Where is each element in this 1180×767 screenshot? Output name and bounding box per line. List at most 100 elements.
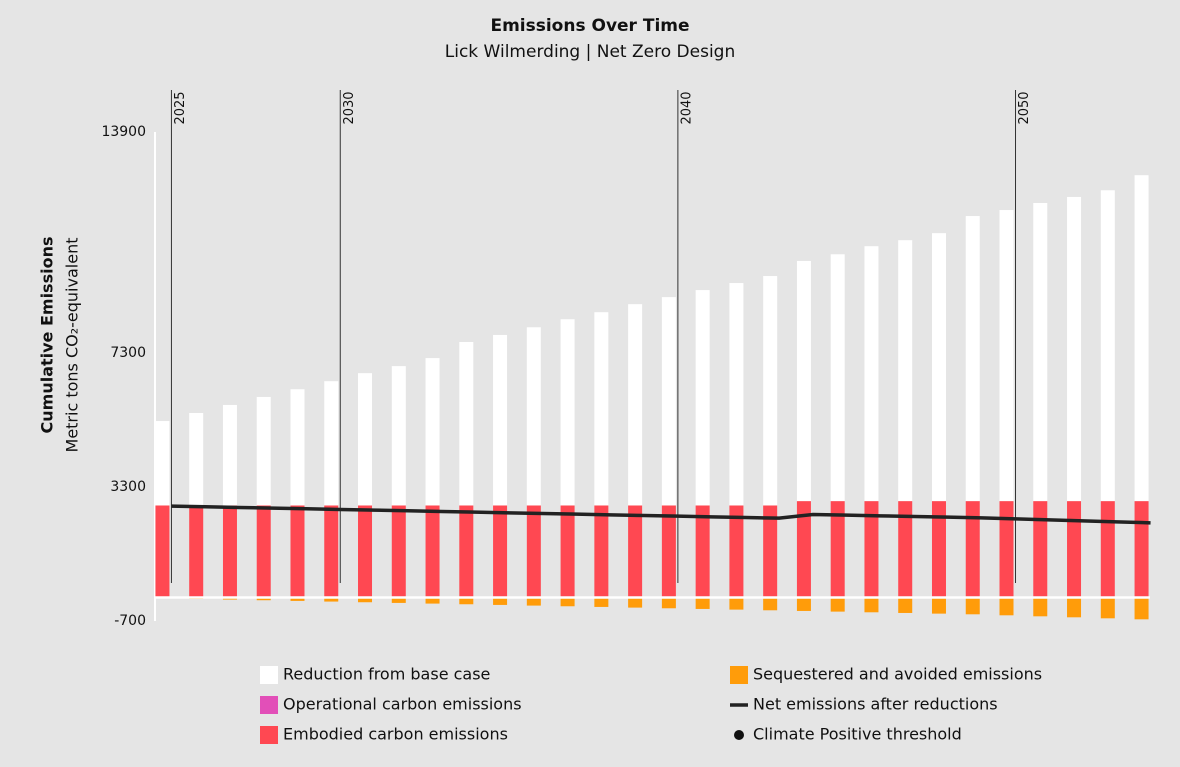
bar-segment bbox=[256, 396, 271, 506]
bar-segment bbox=[628, 597, 643, 608]
bar-segment bbox=[324, 597, 339, 602]
bar-segment bbox=[256, 597, 271, 601]
bar-segment bbox=[1067, 196, 1082, 502]
bar-segment bbox=[1100, 190, 1115, 502]
legend-swatch bbox=[730, 666, 748, 684]
bar-segment bbox=[796, 501, 811, 598]
chart-subtitle: Lick Wilmerding | Net Zero Design bbox=[445, 42, 735, 62]
bar-segment bbox=[796, 260, 811, 502]
bar-segment bbox=[560, 505, 575, 598]
bar-segment bbox=[898, 240, 913, 502]
bar-segment bbox=[999, 501, 1014, 598]
bar-segment bbox=[729, 505, 744, 598]
bar-segment bbox=[560, 597, 575, 607]
bar-segment bbox=[864, 246, 879, 502]
bar-segment bbox=[594, 312, 609, 506]
bar-segment bbox=[324, 381, 339, 506]
bar-segment bbox=[898, 501, 913, 598]
bar-segment bbox=[931, 501, 946, 598]
bar-segment bbox=[526, 505, 541, 598]
bar-segment bbox=[425, 597, 440, 604]
year-marker-label: 2040 bbox=[679, 91, 694, 124]
bar-segment bbox=[864, 501, 879, 598]
legend-label: Net emissions after reductions bbox=[753, 695, 998, 714]
bar-segment bbox=[695, 505, 710, 598]
bar-segment bbox=[459, 597, 474, 605]
bar-segment bbox=[222, 404, 237, 506]
bar-segment bbox=[493, 597, 508, 605]
bar-segment bbox=[594, 597, 609, 607]
bar-segment bbox=[391, 366, 406, 506]
bar-segment bbox=[864, 597, 879, 613]
bar-segment bbox=[999, 597, 1014, 616]
bar-segment bbox=[999, 210, 1014, 502]
bar-segment bbox=[898, 597, 913, 613]
bar-segment bbox=[796, 597, 811, 611]
bar-segment bbox=[391, 505, 406, 598]
bar-segment bbox=[965, 216, 980, 502]
bar-segment bbox=[729, 597, 744, 610]
bar-segment bbox=[830, 254, 845, 502]
legend-label: Operational carbon emissions bbox=[283, 695, 522, 714]
bar-segment bbox=[1067, 501, 1082, 598]
bar-segment bbox=[763, 597, 778, 611]
bar-segment bbox=[222, 505, 237, 598]
year-marker-label: 2050 bbox=[1017, 91, 1032, 124]
bar-segment bbox=[155, 505, 170, 598]
bar-segment bbox=[628, 505, 643, 598]
bar-segment bbox=[1134, 501, 1149, 598]
y-axis-subtitle: Metric tons CO₂-equivalent bbox=[63, 238, 82, 453]
bar-segment bbox=[695, 290, 710, 506]
bar-segment bbox=[459, 342, 474, 506]
legend-swatch bbox=[260, 726, 278, 744]
legend-swatch bbox=[734, 730, 744, 740]
bar-segment bbox=[763, 276, 778, 506]
bar-segment bbox=[1033, 203, 1048, 502]
bar-segment bbox=[628, 304, 643, 506]
net-line bbox=[171, 504, 1151, 525]
legend-label: Sequestered and avoided emissions bbox=[753, 665, 1042, 684]
bar-segment bbox=[695, 597, 710, 609]
legend-swatch bbox=[260, 666, 278, 684]
bar-segment bbox=[560, 319, 575, 506]
bar-segment bbox=[324, 505, 339, 598]
bar-segment bbox=[729, 283, 744, 506]
y-tick-label: -700 bbox=[114, 613, 146, 629]
bar-segment bbox=[526, 327, 541, 506]
bar-segment bbox=[661, 297, 676, 506]
y-axis-title: Cumulative Emissions bbox=[38, 237, 57, 434]
bar-segment bbox=[1134, 597, 1149, 620]
bar-segment bbox=[189, 413, 204, 506]
bar-segment bbox=[425, 358, 440, 506]
bar-segment bbox=[931, 597, 946, 614]
bar-segment bbox=[256, 505, 271, 598]
bar-segment bbox=[155, 421, 170, 506]
bar-segment bbox=[594, 505, 609, 598]
bar-segment bbox=[661, 505, 676, 598]
bar-segment bbox=[1033, 597, 1048, 617]
bar-segment bbox=[1067, 597, 1082, 618]
y-tick-label: 13900 bbox=[101, 124, 146, 140]
bar-segment bbox=[1100, 597, 1115, 619]
bar-segment bbox=[493, 334, 508, 506]
bar-segment bbox=[459, 505, 474, 598]
year-marker-label: 2030 bbox=[342, 91, 357, 124]
year-marker-label: 2025 bbox=[173, 91, 188, 124]
bar-segment bbox=[931, 233, 946, 502]
y-tick-label: 3300 bbox=[110, 479, 146, 495]
legend-label: Embodied carbon emissions bbox=[283, 725, 508, 744]
bar-segment bbox=[526, 597, 541, 606]
chart-title: Emissions Over Time bbox=[490, 16, 689, 36]
bar-segment bbox=[358, 373, 373, 506]
bar-segment bbox=[763, 505, 778, 598]
bar-segment bbox=[189, 505, 204, 598]
bar-segment bbox=[965, 501, 980, 598]
bar-segment bbox=[493, 505, 508, 598]
bar-segment bbox=[1033, 501, 1048, 598]
legend-swatch bbox=[260, 696, 278, 714]
bar-segment bbox=[358, 597, 373, 603]
bar-segment bbox=[830, 597, 845, 612]
